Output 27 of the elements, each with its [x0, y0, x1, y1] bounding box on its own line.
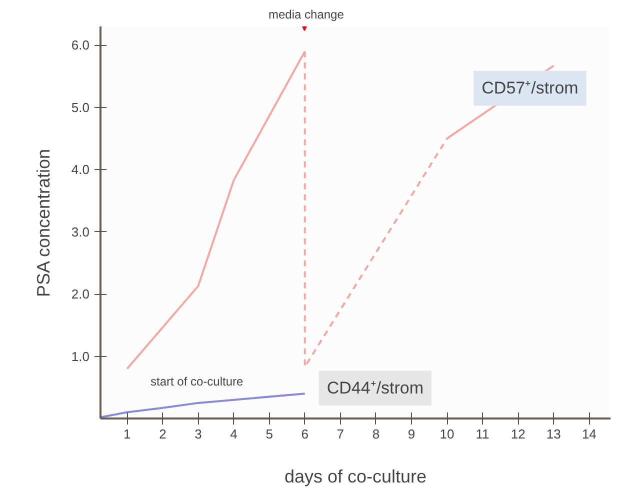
annotation: start of co-culture [150, 374, 244, 388]
x-tick-label: 8 [372, 426, 380, 442]
line-series [100, 392, 306, 418]
x-tick-label: 13 [546, 426, 561, 442]
series-label: CD44⁺/strom [326, 378, 424, 398]
y-tick-label: 4.0 [71, 162, 90, 178]
x-tick-label: 10 [440, 426, 454, 442]
x-tick-label: 11 [476, 426, 490, 442]
x-tick-label: 2 [159, 426, 166, 442]
x-tick-label: 4 [230, 426, 238, 442]
x-tick-label: 9 [408, 426, 416, 442]
text: media change [268, 8, 344, 22]
y-axis-title: PSA concentration [33, 148, 54, 298]
x-tick-label: 14 [582, 426, 596, 442]
x-tick-label: 12 [510, 426, 526, 442]
series-label: CD57⁺/strom [482, 78, 578, 98]
x-axis-title: days of co-culture [284, 466, 427, 486]
y-tick-label: 5.0 [71, 100, 90, 115]
x-tick-label: 7 [336, 426, 344, 442]
y-tick-label: 3.0 [71, 224, 90, 240]
y-tick-label: 6.0 [71, 38, 90, 53]
y-tick-label: 2.0 [71, 286, 90, 302]
x-tick-label: 6 [301, 426, 308, 442]
y-tick-label: 1.0 [71, 348, 90, 364]
x-tick-label: 5 [266, 426, 273, 442]
x-tick-label: 1 [124, 426, 131, 442]
x-tick-label: 3 [194, 426, 202, 442]
